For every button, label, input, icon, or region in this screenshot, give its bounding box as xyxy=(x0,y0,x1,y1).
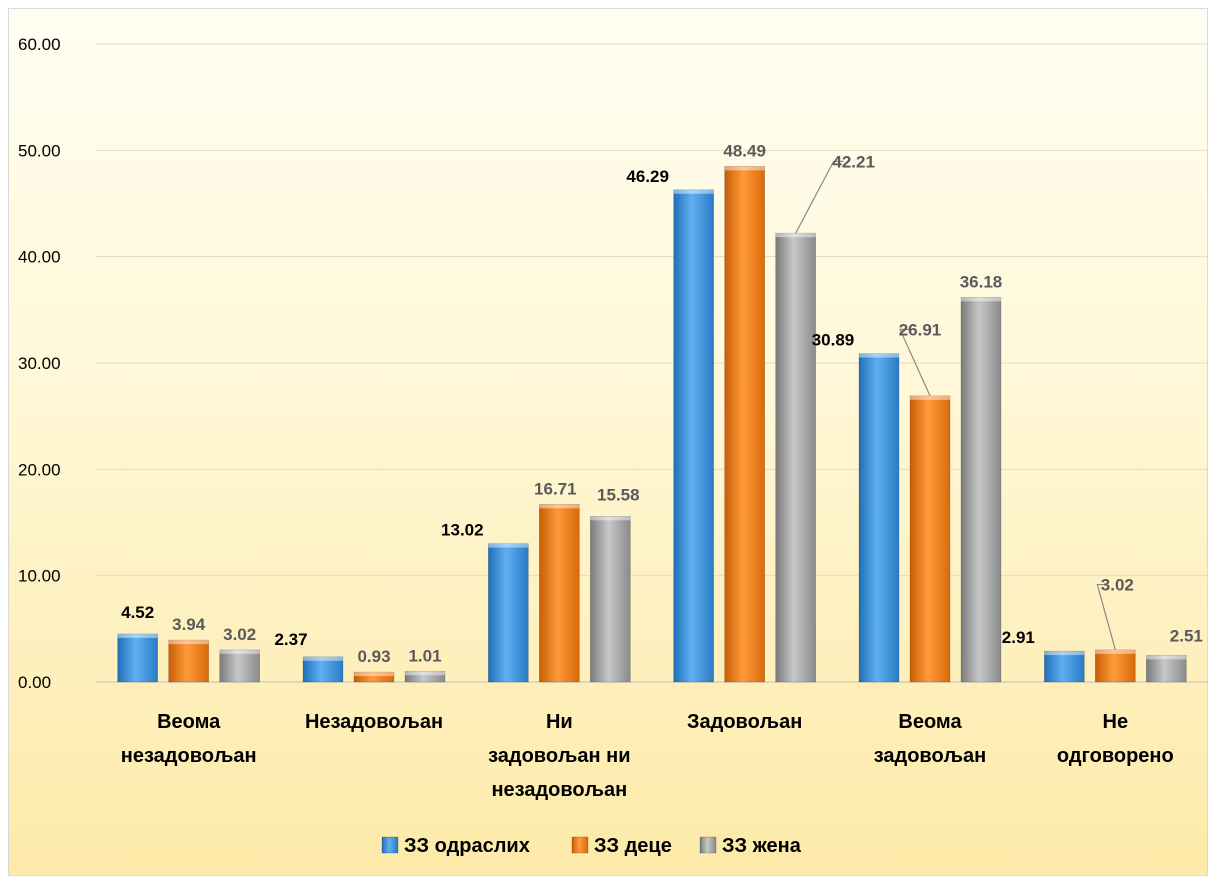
label-leader-line xyxy=(795,160,844,234)
y-tick-label: 30.00 xyxy=(18,354,61,373)
legend-label: ЗЗ одраслих xyxy=(404,835,530,857)
x-tick-label: Веома xyxy=(157,711,221,733)
bar xyxy=(909,395,951,683)
chart-frame xyxy=(8,8,1208,876)
bar-top-highlight xyxy=(910,395,950,400)
x-tick-label: Веома xyxy=(898,711,962,733)
bar-top-highlight xyxy=(539,504,580,509)
data-label: 26.91 xyxy=(899,320,942,339)
legend-label: ЗЗ жена xyxy=(722,835,802,857)
bar xyxy=(117,633,158,683)
y-tick-label: 60.00 xyxy=(18,35,61,54)
data-label: 15.58 xyxy=(597,485,640,504)
bar xyxy=(168,639,209,683)
bar-top-highlight xyxy=(673,189,714,194)
data-label: 0.93 xyxy=(357,647,390,666)
data-label: 16.71 xyxy=(534,479,577,498)
label-leader-line xyxy=(1096,583,1116,651)
data-label: 3.94 xyxy=(172,615,206,634)
bar-top-highlight xyxy=(961,297,1001,302)
bar xyxy=(353,671,395,683)
data-label: 36.18 xyxy=(960,272,1003,291)
bar-top-highlight xyxy=(303,656,343,661)
x-tick-label: задовољан xyxy=(874,745,987,767)
legend-swatch xyxy=(571,836,589,854)
label-leader-line xyxy=(899,328,931,397)
y-tick-label: 0.00 xyxy=(18,673,51,692)
legend-label: ЗЗ деце xyxy=(594,835,672,857)
x-tick-label: Задовољан xyxy=(687,711,802,733)
x-tick-label: Незадовољан xyxy=(305,711,443,733)
bar-top-highlight xyxy=(405,671,445,676)
bar xyxy=(302,656,344,683)
x-tick-label: одговорено xyxy=(1057,745,1174,767)
data-label: 3.02 xyxy=(1101,576,1134,595)
x-tick-label: Не xyxy=(1103,711,1129,733)
bar xyxy=(488,543,529,683)
bar-top-highlight xyxy=(168,640,209,645)
bar-top-highlight xyxy=(117,633,158,638)
bar-top-highlight xyxy=(859,353,899,358)
data-label: 4.52 xyxy=(121,603,154,622)
data-label: 2.91 xyxy=(1002,628,1035,647)
bar xyxy=(1095,649,1136,683)
data-label: 2.51 xyxy=(1170,626,1203,645)
bar xyxy=(539,504,580,683)
x-tick-label: задовољан ни xyxy=(488,745,630,767)
data-label: 30.89 xyxy=(812,331,855,350)
bar xyxy=(219,649,260,683)
x-tick-label: незадовољан xyxy=(121,745,257,767)
legend-swatch xyxy=(699,836,717,854)
bar xyxy=(1044,650,1085,683)
bar-top-highlight xyxy=(219,649,260,654)
data-label: 3.02 xyxy=(223,625,256,644)
bar xyxy=(775,232,816,683)
bar-top-highlight xyxy=(354,672,394,677)
y-tick-label: 10.00 xyxy=(18,567,61,586)
bar xyxy=(404,670,446,683)
x-tick-label: Ни xyxy=(546,711,573,733)
bar-top-highlight xyxy=(1146,655,1187,660)
bar-top-highlight xyxy=(1044,651,1085,656)
data-label: 13.02 xyxy=(441,521,484,540)
data-label: 42.21 xyxy=(832,152,875,171)
bar xyxy=(590,516,631,683)
data-label: 46.29 xyxy=(626,167,669,186)
bar xyxy=(960,296,1002,683)
bar xyxy=(673,189,714,683)
data-label: 48.49 xyxy=(723,141,766,160)
bar xyxy=(858,353,900,683)
y-tick-label: 50.00 xyxy=(18,141,61,160)
y-tick-label: 40.00 xyxy=(18,248,61,267)
data-label: 2.37 xyxy=(274,630,307,649)
bar-top-highlight xyxy=(1095,649,1136,654)
y-tick-label: 20.00 xyxy=(18,460,61,479)
bar-top-highlight xyxy=(590,516,631,521)
bar-top-highlight xyxy=(488,543,529,548)
bar-top-highlight xyxy=(775,233,816,238)
bar xyxy=(1146,655,1187,683)
legend-swatch xyxy=(381,836,399,854)
bar xyxy=(724,166,765,683)
bar-top-highlight xyxy=(724,166,765,171)
x-tick-label: незадовољан xyxy=(491,779,627,801)
data-label: 1.01 xyxy=(408,646,441,665)
